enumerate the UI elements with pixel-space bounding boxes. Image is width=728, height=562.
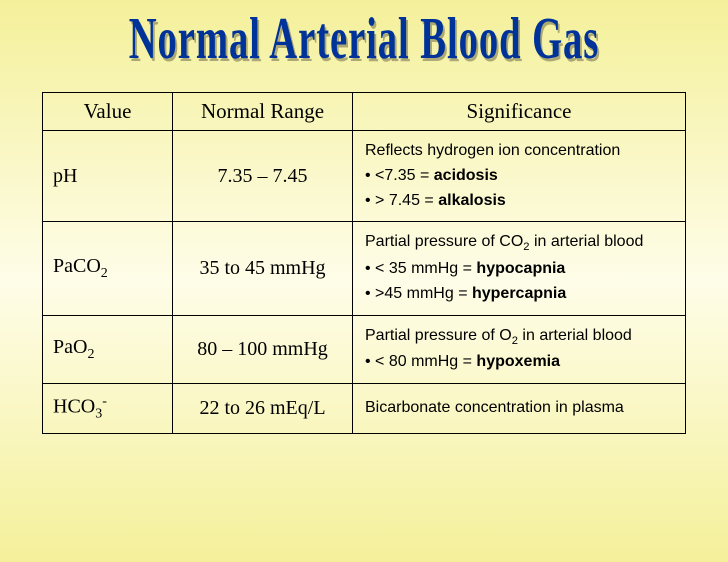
sig-bullet: < 80 mmHg = hypoxemia xyxy=(365,350,675,375)
table-row: PaCO235 to 45 mmHg Partial pressure of CO… xyxy=(43,222,686,315)
sig-bullet: <7.35 = acidosis xyxy=(365,164,675,189)
cell-value: HCO3- xyxy=(43,383,173,433)
cell-range: 7.35 – 7.45 xyxy=(173,131,353,222)
cell-range: 22 to 26 mEq/L xyxy=(173,383,353,433)
sig-bullet: < 35 mmHg = hypocapnia xyxy=(365,257,675,282)
sig-text: Partial pressure of O2 in arterial blood xyxy=(365,324,675,351)
cell-value: PaO2 xyxy=(43,315,173,383)
cell-significance: Reflects hydrogen ion concentration<7.35… xyxy=(353,131,686,222)
col-range: Normal Range xyxy=(173,93,353,131)
cell-range: 80 – 100 mmHg xyxy=(173,315,353,383)
table-row: PaO280 – 100 mmHgPartial pressure of O2 … xyxy=(43,315,686,383)
sig-text: Partial pressure of CO2 in arterial bloo… xyxy=(365,230,675,257)
cell-significance: Partial pressure of CO2 in arterial bloo… xyxy=(353,222,686,315)
table-row: HCO3-22 to 26 mEq/L Bicarbonate concentra… xyxy=(43,383,686,433)
cell-significance: Bicarbonate concentration in plasma xyxy=(353,383,686,433)
sig-text: Reflects hydrogen ion concentration xyxy=(365,139,675,164)
sig-bullet: > 7.45 = alkalosis xyxy=(365,189,675,214)
col-value: Value xyxy=(43,93,173,131)
col-significance: Significance xyxy=(353,93,686,131)
cell-significance: Partial pressure of O2 in arterial blood… xyxy=(353,315,686,383)
table-header-row: Value Normal Range Significance xyxy=(43,93,686,131)
table-row: pH7.35 – 7.45Reflects hydrogen ion conce… xyxy=(43,131,686,222)
cell-range: 35 to 45 mmHg xyxy=(173,222,353,315)
cell-value: PaCO2 xyxy=(43,222,173,315)
sig-text: Bicarbonate concentration in plasma xyxy=(365,396,675,421)
sig-bullet: >45 mmHg = hypercapnia xyxy=(365,282,675,307)
table-container: Value Normal Range Significance pH7.35 –… xyxy=(42,92,686,434)
page-title: Normal Arterial Blood Gas xyxy=(29,6,699,73)
abg-table: Value Normal Range Significance pH7.35 –… xyxy=(42,92,686,434)
cell-value: pH xyxy=(43,131,173,222)
